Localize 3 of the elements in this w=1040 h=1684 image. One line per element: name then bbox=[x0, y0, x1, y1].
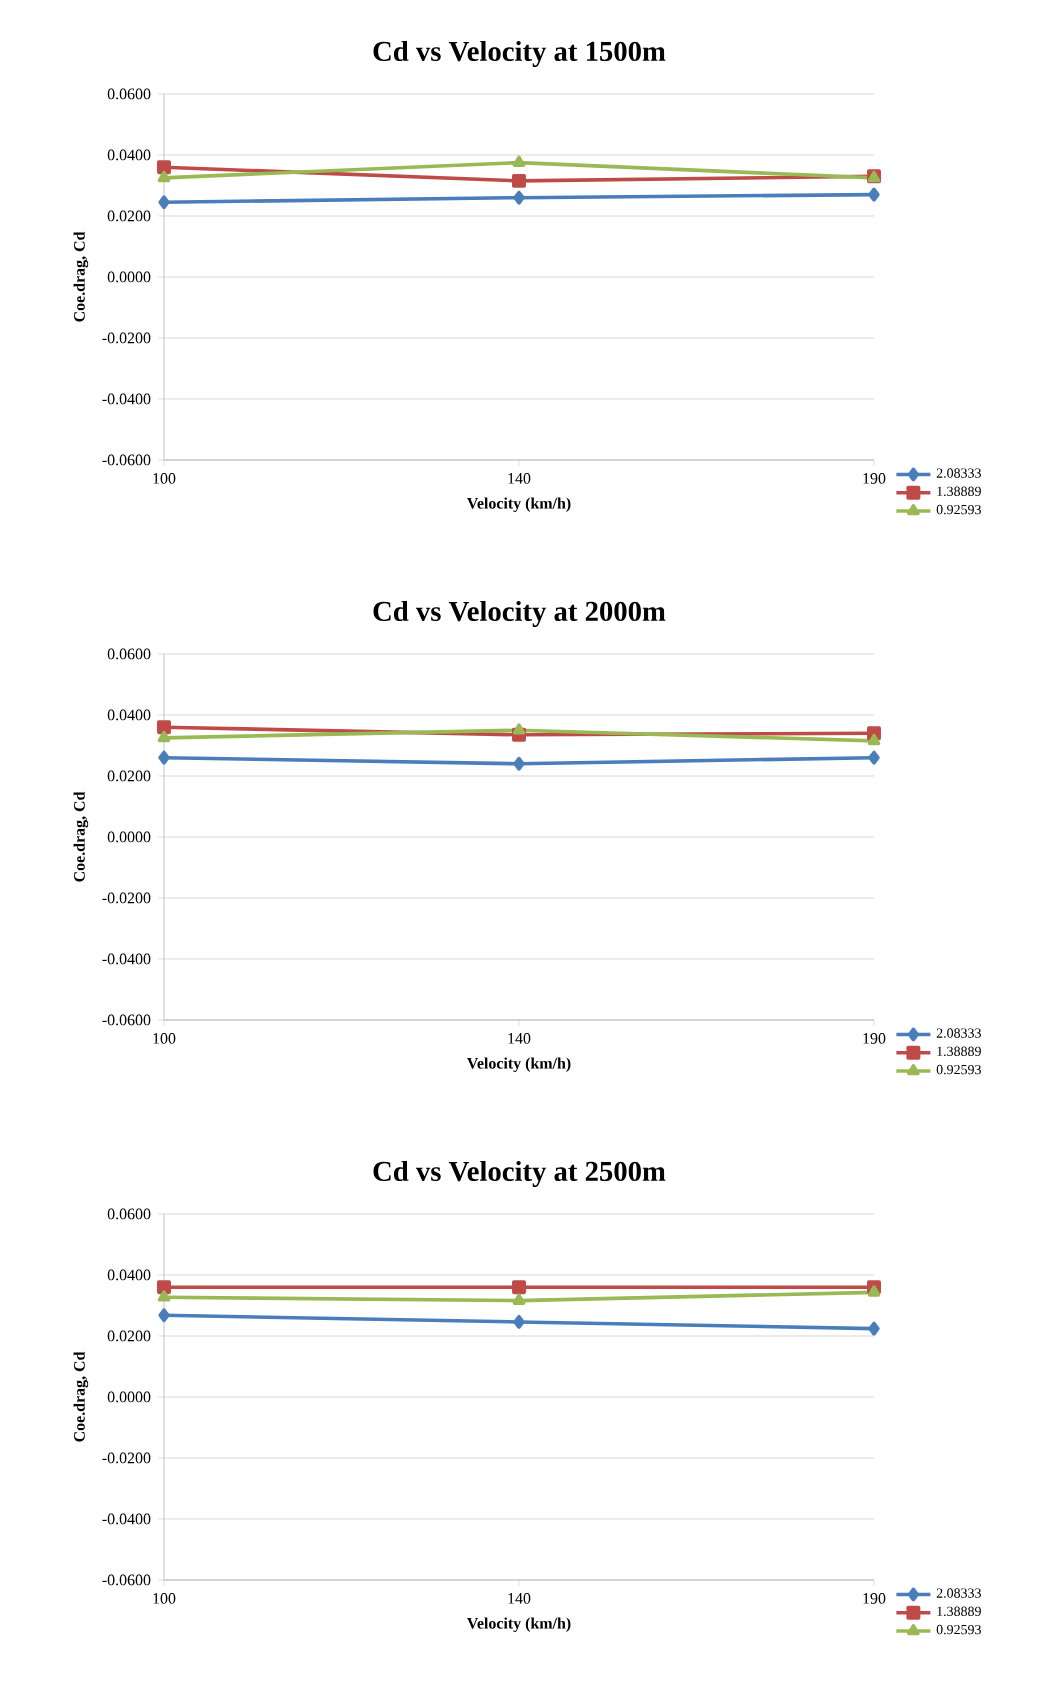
chart-title: Cd vs Velocity at 2000m bbox=[373, 600, 666, 627]
chart-title: Cd vs Velocity at 2500m bbox=[373, 1160, 666, 1187]
chart-title: Cd vs Velocity at 1500m bbox=[373, 40, 666, 67]
